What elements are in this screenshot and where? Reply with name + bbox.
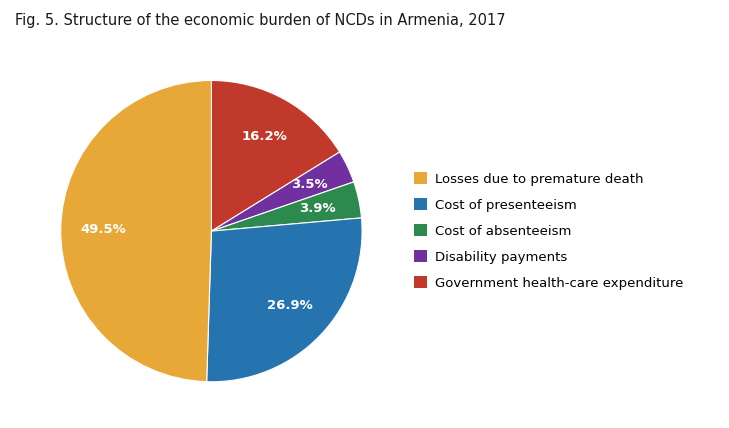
Text: 49.5%: 49.5% [80, 223, 126, 236]
Wedge shape [61, 80, 211, 382]
Text: 26.9%: 26.9% [268, 299, 313, 312]
Wedge shape [211, 152, 354, 231]
Text: 3.5%: 3.5% [291, 178, 328, 191]
Text: Fig. 5. Structure of the economic burden of NCDs in Armenia, 2017: Fig. 5. Structure of the economic burden… [15, 13, 505, 28]
Wedge shape [211, 80, 340, 231]
Wedge shape [207, 218, 362, 382]
Text: 16.2%: 16.2% [241, 130, 287, 143]
Legend: Losses due to premature death, Cost of presenteeism, Cost of absenteeism, Disabi: Losses due to premature death, Cost of p… [414, 172, 683, 290]
Wedge shape [211, 182, 362, 231]
Text: 3.9%: 3.9% [299, 202, 336, 215]
